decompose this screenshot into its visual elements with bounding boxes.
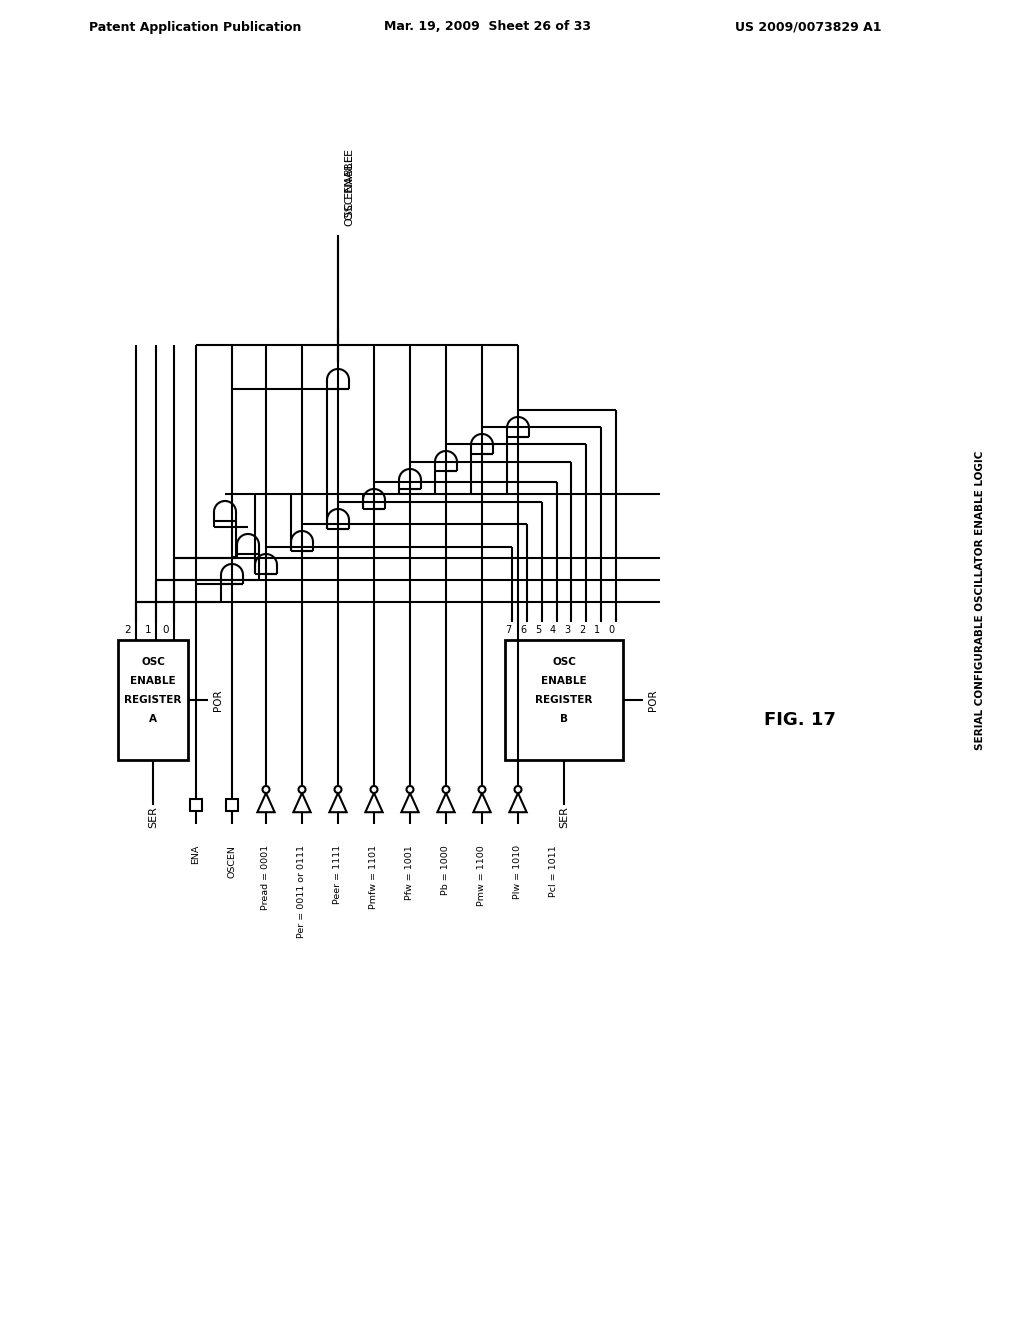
Bar [505,640,623,760]
Text: Plw = 1010: Plw = 1010 [513,845,522,899]
Text: POR: POR [213,689,223,710]
Text: Pmw = 1100: Pmw = 1100 [477,845,486,906]
Text: 1: 1 [594,624,600,635]
Text: 0: 0 [163,624,169,635]
Text: OSC: OSC [141,656,165,667]
Text: OSCEN: OSCEN [227,845,237,878]
Text: Pb = 1000: Pb = 1000 [441,845,451,895]
Text: OSC: OSC [552,656,575,667]
Text: ENABLE: ENABLE [542,676,587,686]
Text: 0: 0 [608,624,614,635]
Text: Mar. 19, 2009  Sheet 26 of 33: Mar. 19, 2009 Sheet 26 of 33 [384,21,591,33]
Text: 2: 2 [579,624,586,635]
Text: FIG. 17: FIG. 17 [764,711,836,729]
Text: REGISTER: REGISTER [536,696,593,705]
Text: Pcl = 1011: Pcl = 1011 [550,845,558,896]
Text: US 2009/0073829 A1: US 2009/0073829 A1 [735,21,882,33]
Text: ENA: ENA [191,845,201,865]
Text: A: A [150,714,157,725]
Text: Per = 0011 or 0111: Per = 0011 or 0111 [298,845,306,939]
Text: Patent Application Publication: Patent Application Publication [89,21,301,33]
Text: REGISTER: REGISTER [124,696,181,705]
Text: POR: POR [648,689,658,710]
Text: Pfw = 1001: Pfw = 1001 [406,845,415,900]
Text: SER: SER [559,807,569,828]
Text: 3: 3 [564,624,570,635]
Bar [226,799,238,810]
Text: SER: SER [148,807,158,828]
Text: Pmfw = 1101: Pmfw = 1101 [370,845,379,909]
Text: Peer = 1111: Peer = 1111 [334,845,342,904]
Text: 4: 4 [550,624,556,635]
Bar [190,799,202,810]
Text: Pread = 0001: Pread = 0001 [261,845,270,909]
Text: SERIAL CONFIGURABLE OSCILLATOR ENABLE LOGIC: SERIAL CONFIGURABLE OSCILLATOR ENABLE LO… [975,450,985,750]
Text: 1: 1 [144,624,152,635]
Text: 6: 6 [520,624,526,635]
Text: 7: 7 [505,624,512,635]
Text: B: B [560,714,568,725]
Text: ENABLE: ENABLE [130,676,176,686]
Text: 2: 2 [124,624,131,635]
Text: OSC ENABLE: OSC ENABLE [345,154,355,226]
Text: 5: 5 [535,624,541,635]
Bar [118,640,188,760]
Text: OSC ENABLE: OSC ENABLE [345,149,355,220]
